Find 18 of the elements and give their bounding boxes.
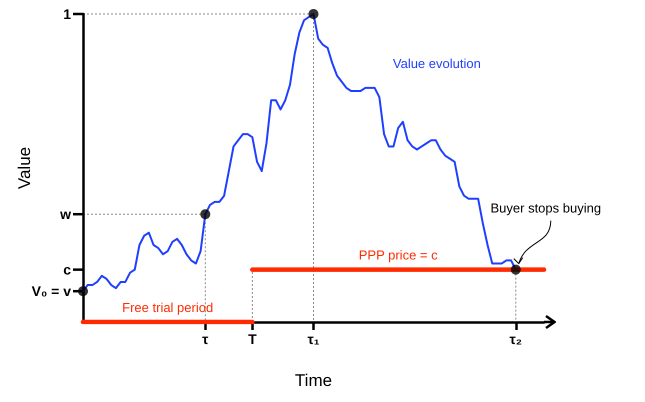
point xyxy=(308,9,318,19)
ref-line-label: c xyxy=(63,262,72,278)
point xyxy=(78,286,88,296)
ref-line-label: 1 xyxy=(63,6,72,22)
x-tick-label: T xyxy=(248,331,258,347)
series-label: Free trial period xyxy=(122,300,214,315)
series-label: PPP price = c xyxy=(358,248,438,263)
point xyxy=(200,209,210,220)
x-tick-label: τ₁ xyxy=(307,331,320,347)
x-axis-title: Time xyxy=(294,371,332,390)
annotation: Buyer stops buying xyxy=(490,200,602,216)
x-tick-label: τ₂ xyxy=(510,331,522,347)
series-label: Value evolution xyxy=(392,56,481,71)
ref-line-label: w xyxy=(59,206,72,222)
x-tick-label: τ xyxy=(202,331,210,347)
point xyxy=(510,264,521,275)
ref-line-label: V₀ = v xyxy=(32,283,72,300)
y-axis-title: Value xyxy=(15,146,34,190)
